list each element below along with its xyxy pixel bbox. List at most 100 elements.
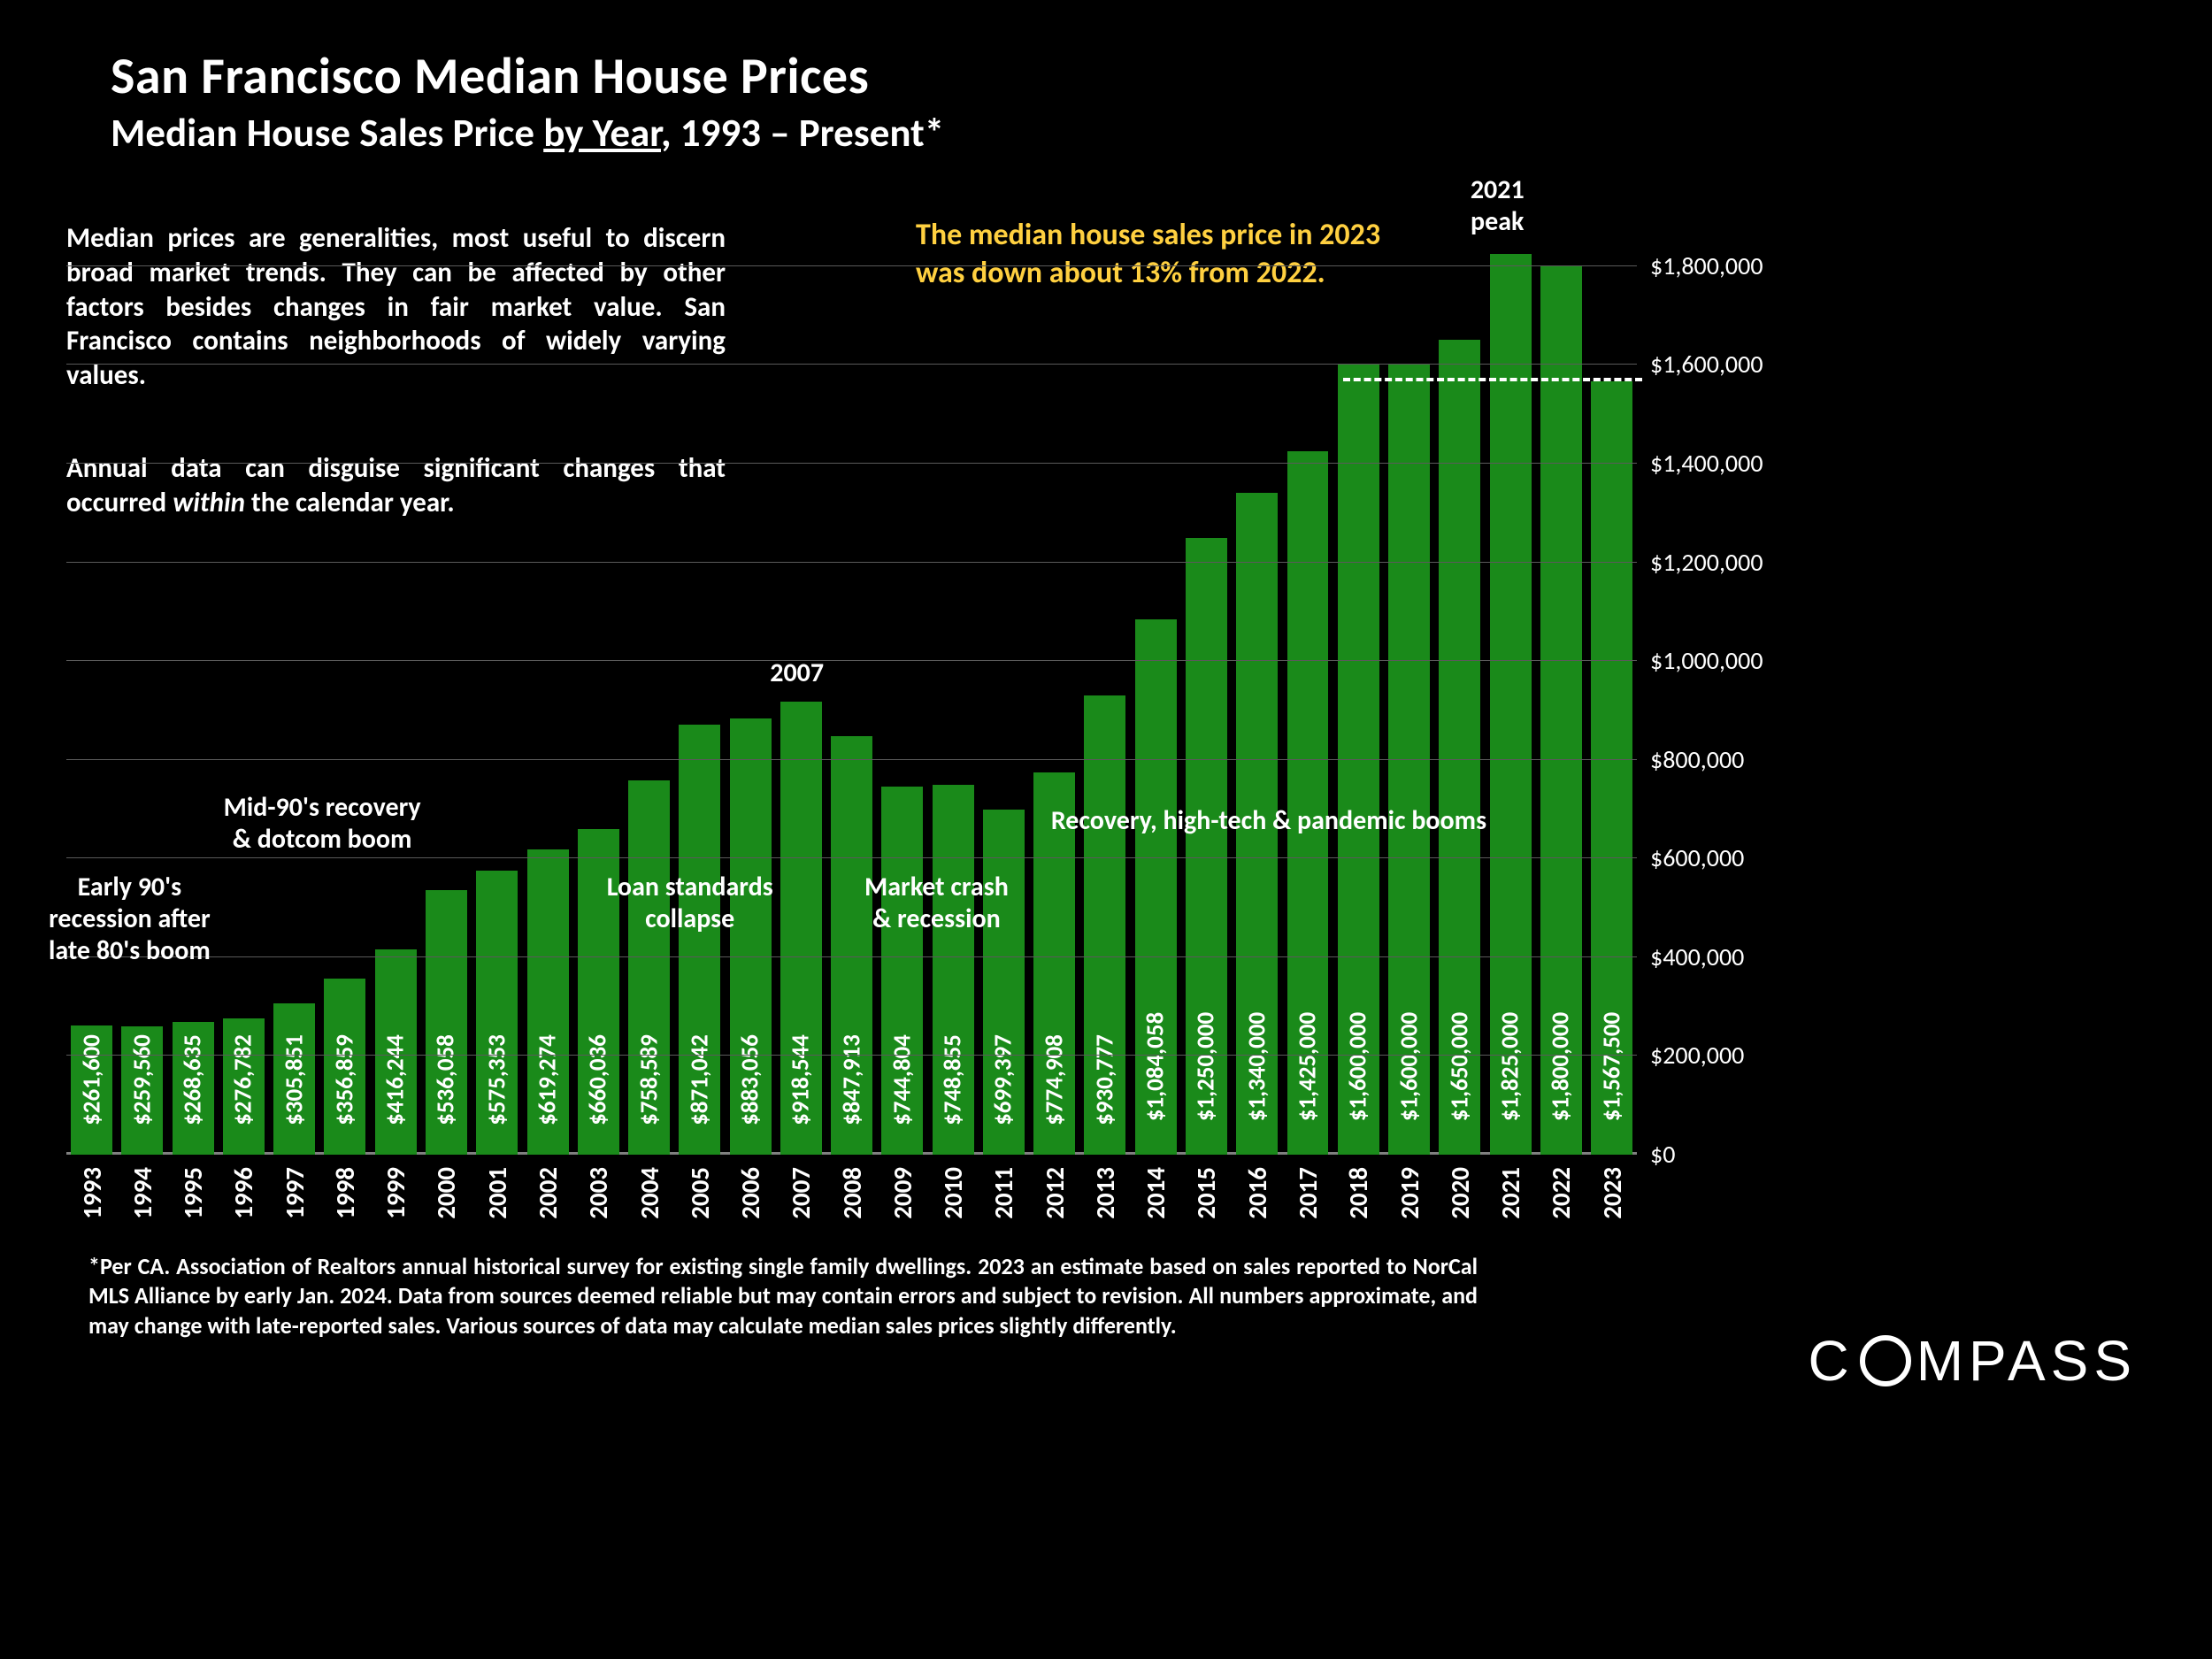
bar-value-label: $276,782 bbox=[229, 1034, 258, 1125]
bar: $1,250,000 bbox=[1186, 538, 1227, 1155]
grid-line bbox=[66, 265, 1637, 266]
bar-slot: $305,8511997 bbox=[269, 217, 319, 1155]
bar-value-label: $1,084,058 bbox=[1141, 1012, 1171, 1121]
x-axis-label: 2001 bbox=[481, 1167, 513, 1219]
bar: $575,353 bbox=[476, 871, 518, 1155]
x-axis-label: 2009 bbox=[887, 1167, 918, 1219]
bar: $1,600,000 bbox=[1338, 365, 1379, 1155]
bar-value-label: $305,851 bbox=[280, 1034, 309, 1125]
bar: $1,800,000 bbox=[1540, 266, 1582, 1155]
y-axis-label: $1,600,000 bbox=[1650, 349, 1763, 380]
x-axis-label: 2003 bbox=[582, 1167, 614, 1219]
bar-slot: $268,6351995 bbox=[168, 217, 219, 1155]
annotation-early-90s: Early 90'srecession afterlate 80's boom bbox=[49, 872, 211, 967]
bar-slot: $1,425,0002017 bbox=[1282, 217, 1333, 1155]
bar-value-label: $660,036 bbox=[584, 1034, 613, 1125]
x-axis-label: 2017 bbox=[1292, 1167, 1324, 1219]
bar: $536,058 bbox=[426, 890, 467, 1155]
bar-value-label: $883,056 bbox=[736, 1034, 765, 1125]
bar: $1,084,058 bbox=[1135, 619, 1177, 1155]
bar-value-label: $847,913 bbox=[837, 1034, 866, 1125]
x-axis-label: 2002 bbox=[532, 1167, 564, 1219]
annotation-2007: 2007 bbox=[770, 657, 824, 689]
x-axis-label: 2006 bbox=[734, 1167, 766, 1219]
bar: $847,913 bbox=[831, 736, 872, 1155]
x-axis-label: 2016 bbox=[1241, 1167, 1273, 1219]
grid-line bbox=[66, 759, 1637, 760]
grid-line bbox=[66, 1055, 1637, 1056]
x-axis-label: 2004 bbox=[634, 1167, 665, 1219]
bar: $1,825,000 bbox=[1490, 254, 1532, 1155]
x-axis-label: 1999 bbox=[380, 1167, 411, 1219]
bar: $259,560 bbox=[121, 1026, 163, 1155]
y-axis-label: $1,000,000 bbox=[1650, 645, 1763, 676]
x-axis-label: 1993 bbox=[76, 1167, 108, 1219]
bar-slot: $1,084,0582014 bbox=[1131, 217, 1181, 1155]
bar-slot: $883,0562006 bbox=[725, 217, 775, 1155]
bar: $758,589 bbox=[628, 780, 670, 1155]
bar-value-label: $748,855 bbox=[939, 1034, 968, 1125]
grid-line bbox=[66, 660, 1637, 661]
bar-value-label: $261,600 bbox=[77, 1034, 106, 1125]
bar: $1,425,000 bbox=[1287, 451, 1329, 1155]
y-axis-label: $200,000 bbox=[1650, 1040, 1744, 1071]
bar: $744,804 bbox=[881, 787, 923, 1155]
subtitle-pre: Median House Sales Price bbox=[111, 109, 543, 157]
bar-slot: $660,0362003 bbox=[573, 217, 624, 1155]
bar-value-label: $744,804 bbox=[887, 1034, 917, 1125]
bar: $276,782 bbox=[223, 1018, 265, 1155]
bar-slot: $1,600,0002018 bbox=[1333, 217, 1384, 1155]
x-axis-label: 2000 bbox=[430, 1167, 462, 1219]
x-axis-label: 2008 bbox=[836, 1167, 868, 1219]
x-axis-label: 2020 bbox=[1444, 1167, 1476, 1219]
bar: $1,600,000 bbox=[1388, 365, 1430, 1155]
bar-slot: $261,6001993 bbox=[66, 217, 117, 1155]
grid-line bbox=[66, 364, 1637, 365]
grid-line bbox=[66, 463, 1637, 464]
bar-slot: $1,250,0002015 bbox=[1181, 217, 1232, 1155]
annotation-loan-collapse: Loan standardscollapse bbox=[607, 872, 773, 935]
bar-value-label: $575,353 bbox=[482, 1034, 511, 1125]
x-axis-label: 2005 bbox=[684, 1167, 716, 1219]
y-axis-label: $0 bbox=[1650, 1139, 1675, 1170]
bar-value-label: $1,425,000 bbox=[1294, 1012, 1323, 1121]
x-axis-label: 2012 bbox=[1039, 1167, 1071, 1219]
grid-line bbox=[66, 956, 1637, 957]
bar-value-label: $268,635 bbox=[179, 1034, 208, 1125]
bar-slot: $748,8552010 bbox=[928, 217, 979, 1155]
bar: $883,056 bbox=[730, 718, 772, 1155]
bar-slot: $847,9132008 bbox=[826, 217, 877, 1155]
annotation-recovery: Recovery, high-tech & pandemic booms bbox=[1051, 805, 1486, 837]
bar: $871,042 bbox=[679, 725, 720, 1155]
bar-value-label: $356,859 bbox=[330, 1034, 359, 1125]
bar-value-label: $1,250,000 bbox=[1192, 1012, 1221, 1121]
x-axis-label: 1998 bbox=[329, 1167, 361, 1219]
bar: $268,635 bbox=[173, 1022, 214, 1155]
bar-value-label: $758,589 bbox=[634, 1034, 664, 1125]
bar: $416,244 bbox=[375, 949, 417, 1155]
bar-slot: $276,7821996 bbox=[219, 217, 269, 1155]
bar: $699,397 bbox=[983, 810, 1025, 1155]
x-axis-label: 2007 bbox=[785, 1167, 817, 1219]
bar-slot: $536,0582000 bbox=[421, 217, 472, 1155]
bar-slot: $930,7772013 bbox=[1079, 217, 1130, 1155]
grid-line bbox=[66, 857, 1637, 858]
x-axis-label: 2013 bbox=[1089, 1167, 1121, 1219]
annotation-market-crash: Market crash& recession bbox=[864, 872, 1009, 935]
x-axis-label: 2023 bbox=[1596, 1167, 1628, 1219]
bar-value-label: $699,397 bbox=[989, 1034, 1018, 1125]
y-axis-label: $1,800,000 bbox=[1650, 250, 1763, 281]
bar-value-label: $259,560 bbox=[127, 1034, 157, 1125]
bar-slot: $1,825,0002021 bbox=[1485, 217, 1535, 1155]
subtitle-post: , 1993 – Present* bbox=[661, 109, 944, 157]
grid-line bbox=[66, 562, 1637, 563]
bar: $930,777 bbox=[1084, 695, 1125, 1155]
bar-value-label: $930,777 bbox=[1090, 1034, 1119, 1125]
bar-value-label: $1,600,000 bbox=[1394, 1012, 1424, 1121]
bar-slot: $619,2742002 bbox=[522, 217, 572, 1155]
logo-o-icon bbox=[1860, 1335, 1911, 1386]
bar-value-label: $1,825,000 bbox=[1496, 1012, 1525, 1121]
bar-value-label: $1,800,000 bbox=[1547, 1012, 1576, 1121]
bar-value-label: $416,244 bbox=[381, 1034, 411, 1125]
bar-slot: $774,9082012 bbox=[1029, 217, 1079, 1155]
